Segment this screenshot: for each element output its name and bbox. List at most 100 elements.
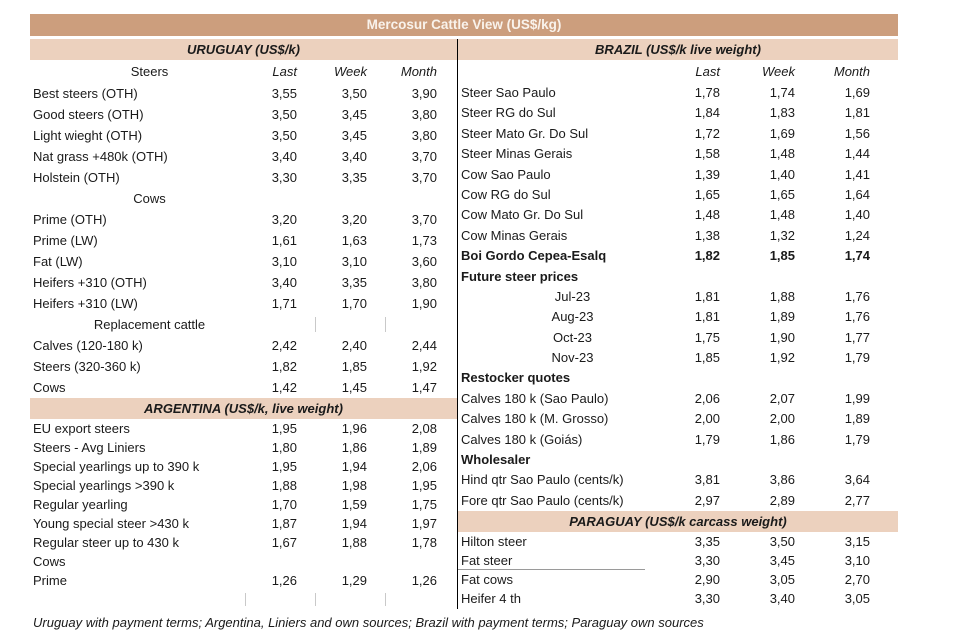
row-label: Boi Gordo Cepea-Esalq [461,248,607,264]
value-week: 1,85 [769,248,795,264]
value-month: 2,08 [411,421,437,436]
value-last [227,188,297,209]
value-last: 3,30 [271,170,297,185]
value-month [367,552,437,571]
row-label: Cows [133,191,166,206]
value-month: 1,24 [844,227,870,243]
row-label: Hilton steer [461,534,527,550]
value-week: 1,45 [341,380,367,395]
table-row [30,590,457,609]
value-month [367,590,437,609]
table-row: Light wieght (OTH) 3,50 3,45 3,80 [30,125,457,146]
value-last: 3,20 [271,212,297,227]
value-last: 2,06 [694,390,720,406]
value-week: 3,35 [341,170,367,185]
row-label: Prime [33,573,67,588]
spacer [870,450,898,470]
row-label: Cows [33,554,66,569]
table-row: Cow Mato Gr. Do Sul 1,48 1,48 1,40 [458,205,898,225]
row-label: Restocker quotes [461,370,571,386]
spacer [437,230,457,251]
value-week: 2,07 [769,390,795,406]
table-row: Fat (LW) 3,10 3,10 3,60 [30,251,457,272]
value-month: 1,90 [411,296,437,311]
value-last [227,590,297,609]
source-note: Uruguay with payment terms; Argentina, L… [33,615,704,630]
table-row: Special yearlings up to 390 k 1,95 1,94 2,0… [30,457,457,476]
spacer [870,226,898,246]
spacer [437,419,457,438]
value-month: 3,90 [411,86,437,101]
spacer [870,83,898,103]
value-month: 2,70 [844,572,870,588]
spacer [870,570,898,589]
value-month: 3,70 [411,212,437,227]
value-month: 1,95 [411,478,437,493]
spacer [870,409,898,429]
spacer [437,60,457,83]
table-row: Good steers (OTH) 3,50 3,45 3,80 [30,104,457,125]
value-week: 3,35 [341,275,367,290]
value-week: 1,29 [341,573,367,588]
table-row: Future steer prices [458,267,898,287]
value-last: 1,95 [271,459,297,474]
spacer [437,146,457,167]
spacer [870,368,898,388]
value-month: 1,44 [844,146,870,162]
table-row: Calves 180 k (M. Grosso) 2,00 2,00 1,89 [458,409,898,429]
value-last: 1,85 [694,350,720,366]
value-month: 1,74 [844,248,870,264]
row-label: Wholesaler [461,452,531,468]
table-row: Steer Mato Gr. Do Sul 1,72 1,69 1,56 [458,124,898,144]
spacer [870,491,898,511]
spacer [870,165,898,185]
value-month: 1,73 [411,233,437,248]
value-last: 3,30 [694,553,720,569]
row-label: Steer Mato Gr. Do Sul [461,125,589,141]
row-label: Regular steer up to 430 k [33,535,179,550]
row-label: Future steer prices [461,268,579,284]
value-week: 1,83 [769,105,795,121]
value-week: 1,94 [341,459,367,474]
value-month: 2,06 [411,459,437,474]
value-last: 3,40 [271,275,297,290]
spacer [437,495,457,514]
section-header-argentina: ARGENTINA (US$/k, live weight) [30,398,457,419]
value-week [720,368,795,388]
value-month: 1,99 [844,390,870,406]
value-week: 1,96 [341,421,367,436]
value-month: 1,69 [844,85,870,100]
table-row: Prime (OTH) 3,20 3,20 3,70 [30,209,457,230]
spacer [437,533,457,552]
value-last: 2,42 [271,338,297,353]
table-row: Special yearlings >390 k 1,88 1,98 1,95 [30,476,457,495]
spacer [437,209,457,230]
value-last: 2,97 [694,492,720,508]
spacer [437,356,457,377]
table-row: Restocker quotes [458,368,898,388]
value-last: 1,81 [694,288,720,304]
value-month [795,368,870,388]
table-row: Best steers (OTH) 3,55 3,50 3,90 [30,83,457,104]
value-last: 1,70 [271,497,297,512]
report-body: URUGUAY (US$/k) Steers Last Week Month B… [30,39,898,609]
table-row: Holstein (OTH) 3,30 3,35 3,70 [30,167,457,188]
value-week [720,450,795,470]
table-row: Hilton steer 3,35 3,50 3,15 [458,532,898,551]
value-month: 1,75 [411,497,437,512]
spacer [870,144,898,164]
argentina-rows: EU export steers 1,95 1,96 2,08 Steers - Avg… [30,419,457,609]
section-header-uruguay: URUGUAY (US$/k) [30,39,457,60]
value-month [367,314,437,335]
table-row: Heifer 4 th 3,30 3,40 3,05 [458,589,898,608]
value-week: 3,50 [341,86,367,101]
row-label: Heifers +310 (LW) [33,296,138,311]
spacer [437,552,457,571]
value-month: 1,41 [844,166,870,182]
value-last: 1,78 [694,85,720,100]
column-header-row-uruguay: Steers Last Week Month [30,60,457,83]
value-month: 3,64 [844,472,870,488]
row-label: Nat grass +480k (OTH) [33,149,168,164]
uruguay-rows: Best steers (OTH) 3,55 3,50 3,90 Good steers… [30,83,457,398]
row-label: Cow Mato Gr. Do Sul [461,207,584,223]
